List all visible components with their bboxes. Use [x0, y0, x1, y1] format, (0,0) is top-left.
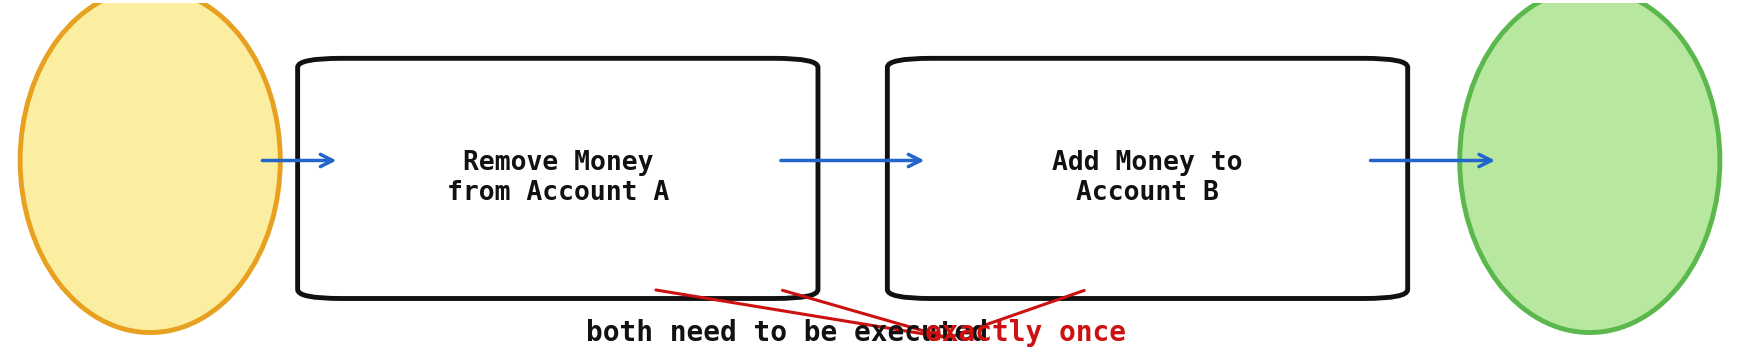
Text: Remove Money
from Account A: Remove Money from Account A [447, 150, 668, 206]
Text: exactly once: exactly once [925, 319, 1125, 347]
Text: both need to be executed: both need to be executed [586, 319, 1003, 347]
FancyBboxPatch shape [297, 58, 817, 298]
Ellipse shape [1459, 0, 1718, 333]
Ellipse shape [21, 0, 280, 333]
Text: Add Money to
Account B: Add Money to Account B [1052, 150, 1242, 206]
FancyBboxPatch shape [887, 58, 1407, 298]
